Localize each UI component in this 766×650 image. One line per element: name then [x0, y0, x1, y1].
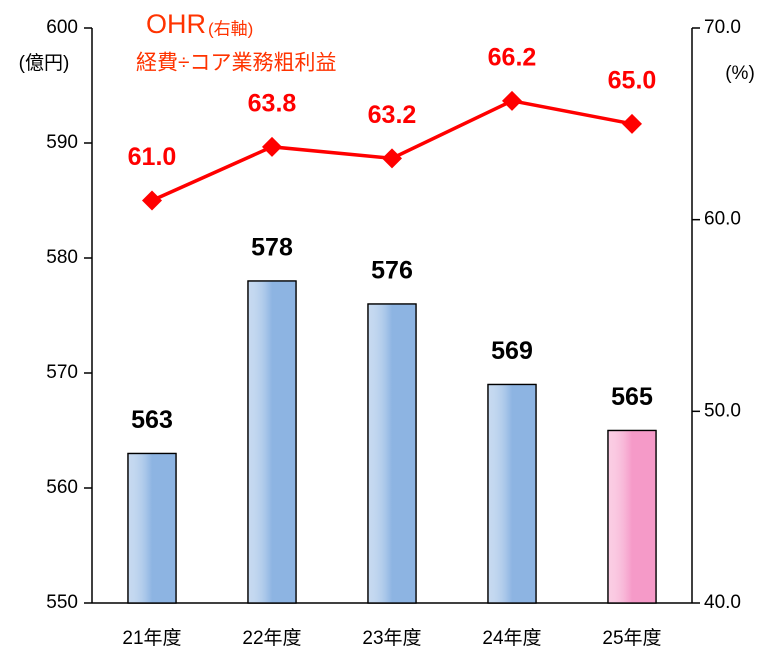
- x-tick-label: 24年度: [482, 627, 541, 649]
- bar-shade: [487, 383, 537, 604]
- bar-shade: [607, 429, 657, 604]
- y-tick-label: 580: [46, 247, 78, 268]
- y2-tick-label: 50.0: [704, 400, 741, 421]
- y-axis-label: (億円): [19, 52, 70, 74]
- y2-tick-label: 40.0: [704, 592, 741, 613]
- x-tick-label: 23年度: [362, 627, 421, 649]
- marker: [622, 113, 642, 134]
- data-label: 63.2: [368, 101, 417, 129]
- y-tick-label: 590: [46, 132, 78, 153]
- y2-axis-label: (%): [725, 63, 755, 84]
- y-tick-label: 560: [46, 477, 78, 498]
- data-label: 565: [611, 383, 653, 411]
- data-label: 61.0: [128, 143, 177, 171]
- legend-subtitle: 経費÷コア業務粗利益: [136, 52, 337, 75]
- bar-shade: [127, 452, 177, 604]
- data-label: 65.0: [608, 66, 657, 94]
- data-label: 66.2: [488, 43, 537, 71]
- data-label: 63.8: [248, 89, 297, 117]
- marker: [502, 90, 522, 111]
- x-tick-label: 22年度: [242, 627, 301, 649]
- x-tick-label: 25年度: [602, 627, 661, 649]
- y-tick-label: 600: [46, 17, 78, 38]
- legend-annotation: (右軸): [208, 19, 253, 38]
- marker: [142, 190, 162, 211]
- data-label: 563: [131, 406, 173, 434]
- x-tick-label: 21年度: [122, 627, 181, 649]
- bar-shade: [247, 280, 297, 604]
- y2-tick-label: 70.0: [704, 17, 741, 38]
- y-tick-label: 570: [46, 362, 78, 383]
- data-label: 569: [491, 337, 533, 365]
- marker: [382, 148, 402, 169]
- marker: [262, 136, 282, 157]
- y-tick-label: 550: [46, 592, 78, 613]
- data-label: 578: [251, 234, 293, 262]
- bar-shade: [367, 303, 417, 604]
- legend-label: OHR: [146, 9, 206, 39]
- data-label: 576: [371, 257, 413, 285]
- y2-tick-label: 60.0: [704, 209, 741, 230]
